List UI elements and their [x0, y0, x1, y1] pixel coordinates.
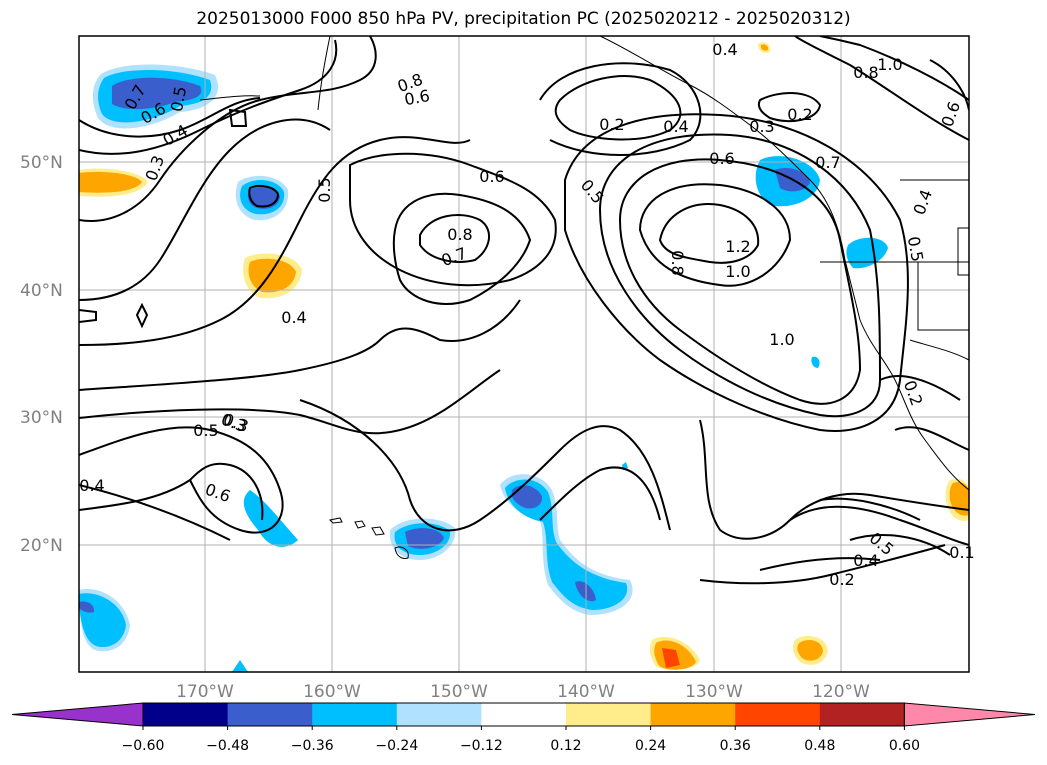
colorbar-tick-label: 0.12 — [550, 738, 581, 754]
lat-label-40n: 40°N — [20, 281, 63, 301]
contour-label: 0.2 — [599, 115, 624, 134]
contour-label: 0.4 — [663, 117, 688, 136]
lon-label-140w: 140°W — [557, 682, 615, 702]
contour-label: 1.0 — [769, 330, 794, 349]
colorbar-extend-low — [11, 702, 144, 727]
colorbar-segment — [481, 703, 567, 726]
latitude-labels: 50°N 40°N 30°N 20°N — [20, 153, 63, 556]
contour-label: 0.2 — [787, 105, 812, 124]
colorbar-tick-label: −0.24 — [375, 738, 418, 754]
lon-label-120w: 120°W — [812, 682, 870, 702]
contour-label: 0.4 — [281, 308, 306, 327]
graticule — [79, 36, 969, 672]
longitude-labels: 170°W 160°W 150°W 140°W 130°W 120°W — [176, 682, 870, 702]
colorbar-segment — [566, 703, 652, 726]
lon-label-150w: 150°W — [430, 682, 488, 702]
colorbar-tick-label: 0.48 — [804, 738, 835, 754]
lat-label-20n: 20°N — [20, 536, 63, 556]
colorbar-tick-label: −0.36 — [291, 738, 334, 754]
contour-label: 0.2 — [829, 570, 854, 589]
colorbar-tick-label: 0.36 — [720, 738, 751, 754]
contour-label: 0.3 — [749, 117, 774, 136]
contour-label: 0.4 — [79, 476, 104, 495]
contour-label: 1.0 — [877, 55, 902, 74]
contour-label: 0.5 — [904, 235, 927, 263]
colorbar-segment — [735, 703, 821, 726]
colorbar-tick-label: −0.12 — [460, 738, 503, 754]
colorbar-tick-label: 0.24 — [635, 738, 666, 754]
contour-label: 0.4 — [712, 40, 737, 59]
colorbar — [11, 702, 1036, 727]
colorbar-tick-labels: −0.60 −0.48 −0.36 −0.24 −0.12 0.12 0.24 0.36 0.4… — [122, 726, 920, 754]
contour-label: 0.6 — [479, 167, 504, 186]
lon-label-170w: 170°W — [176, 682, 234, 702]
contour-label: 0.8 — [853, 63, 878, 82]
colorbar-extend-high — [903, 702, 1036, 727]
contour-label: 0.5 — [315, 177, 334, 202]
contour-label: 0.8 — [668, 250, 687, 275]
map-area — [79, 36, 969, 672]
contour-label: 0.4 — [853, 551, 878, 570]
coastlines — [199, 36, 969, 559]
precip-positive-shading — [79, 42, 969, 670]
map-frame — [78, 35, 970, 673]
contour-label: 0.8 — [447, 225, 472, 244]
lat-label-50n: 50°N — [20, 153, 63, 173]
contour-label: 0.1 — [949, 543, 974, 562]
contour-label: 0.6 — [709, 149, 734, 168]
lat-label-30n: 30°N — [20, 408, 63, 428]
colorbar-segment — [396, 703, 482, 726]
colorbar-tick-label: 0.60 — [889, 738, 920, 754]
precip-negative-shading — [79, 64, 888, 672]
contour-label: 0.5 — [167, 85, 190, 113]
contour-label: 0.5 — [193, 421, 218, 440]
contour-label: 0.7 — [815, 153, 840, 172]
colorbar-segment — [143, 703, 229, 726]
colorbar-outline — [142, 702, 905, 727]
colorbar-segment — [650, 703, 736, 726]
colorbar-tick-label: −0.48 — [206, 738, 249, 754]
contour-label: 1.0 — [725, 262, 750, 281]
map-title: 2025013000 F000 850 hPa PV, precipitatio… — [196, 9, 851, 29]
lon-label-160w: 160°W — [303, 682, 361, 702]
contour-label: 0.6 — [403, 86, 431, 109]
lon-label-130w: 130°W — [685, 682, 743, 702]
colorbar-segment — [227, 703, 313, 726]
contour-label: 1.2 — [725, 237, 750, 256]
pv-contours — [79, 36, 969, 585]
colorbar-segment — [312, 703, 398, 726]
colorbar-segment — [819, 703, 905, 726]
colorbar-tick-label: −0.60 — [122, 738, 165, 754]
